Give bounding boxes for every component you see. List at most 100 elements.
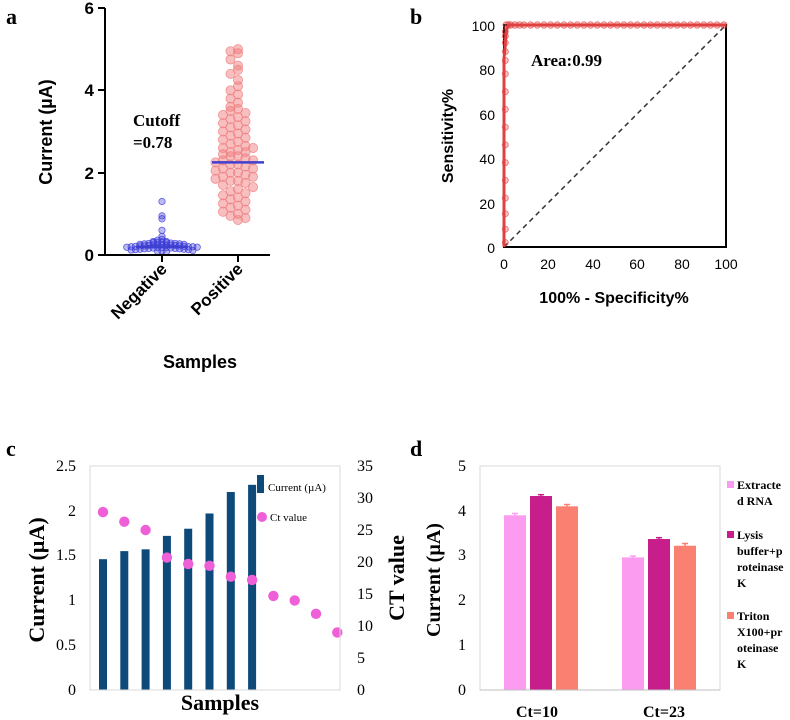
panel-c-ct-point: [183, 558, 194, 570]
panel-b-xtick-label: 60: [629, 256, 645, 272]
legend-line: K: [737, 657, 747, 671]
panel-c-legend-current-swatch: [257, 475, 264, 493]
panel-a-ytick-label: 4: [85, 81, 95, 100]
panel-c-legend-ct-swatch: [257, 512, 267, 522]
panel-b-roc-curve: [502, 23, 726, 247]
panel-c-y2-label: CT value: [384, 535, 409, 621]
legend-line: d RNA: [737, 494, 773, 508]
panel-c-ct-point: [161, 552, 173, 563]
legend-line: roteinase: [737, 560, 784, 574]
panel-a-point-positive: [210, 173, 221, 184]
panel-a-point-negative: [189, 246, 197, 255]
panel-c-ct-point: [268, 590, 279, 602]
panel-c-ytick-label: 2: [68, 503, 76, 520]
panel-c-ct-point: [204, 560, 215, 572]
panel-a-point-positive: [217, 180, 228, 191]
panel-c-ytick-label: 0: [68, 682, 76, 699]
panel-c-y2tick-label: 35: [357, 458, 373, 475]
legend-line: X100+pr: [737, 625, 783, 639]
panel-d-xtick-ct10: Ct=10: [516, 704, 558, 720]
panel-c-legend-current-label: Current (µA): [268, 482, 326, 494]
panel-a-y-ticks: 0 2 4 6: [85, 0, 105, 265]
panel-a-point-positive: [232, 48, 243, 59]
panel-d-bar: [556, 506, 578, 690]
panel-d-xtick-ct23: Ct=23: [643, 704, 685, 720]
panel-a-cutoff-value: =0.78: [133, 133, 172, 152]
panel-d-ytick-label: 1: [458, 637, 466, 654]
panel-c-y2-ticks: 0 5 10 15 20 25 30 35: [357, 458, 373, 699]
panel-c-current-bar: [99, 559, 107, 690]
panel-c-chart: 0 0.5 1 1.5 2 2.5 0 5 10 15 20 25 30 35 …: [24, 458, 409, 715]
panel-b-reference-diagonal: [503, 24, 727, 248]
panel-d-bar: [622, 557, 644, 690]
panel-d-bar: [648, 539, 670, 690]
panel-b-y-label: Sensitivity%: [440, 89, 457, 183]
panel-d-legend-extracted-rna: Extracte d RNA: [737, 478, 784, 508]
panel-a-point-negative: [158, 215, 166, 223]
panel-c-y2tick-label: 5: [357, 650, 365, 667]
panel-c-y2tick-label: 30: [357, 490, 373, 507]
panel-d-legend-swatch-lysis-buffer: [727, 531, 734, 538]
legend-line: oteinase: [737, 641, 779, 655]
legend-line: Triton: [737, 609, 770, 623]
panel-a-cutoff-label: Cutoff: [133, 111, 181, 130]
panel-c-ct-point: [289, 595, 300, 606]
panel-d-bar: [674, 545, 696, 690]
panel-c-ct-point: [97, 506, 109, 518]
panel-c-ytick-label: 1.5: [56, 547, 76, 564]
panel-a-points: [123, 44, 264, 256]
panel-label-d: d: [410, 436, 422, 461]
panel-b-ytick-label: 20: [479, 196, 495, 212]
panel-b-ytick-label: 0: [487, 240, 495, 256]
panel-b-chart: 0 20 40 60 80 100 0 20 40 60 80 100 100%…: [440, 18, 738, 307]
panel-a-point-negative: [158, 226, 166, 234]
panel-a-ytick-label: 6: [85, 0, 94, 18]
panel-b-xtick-label: 100: [714, 256, 738, 272]
panel-c-current-bar: [205, 513, 214, 690]
panel-c-ct-point: [332, 627, 343, 638]
panel-b-area-annotation: Area:0.99: [531, 51, 602, 70]
panel-b-ytick-label: 100: [472, 18, 496, 34]
panel-c-y-label: Current (µA): [24, 517, 49, 642]
panel-a-ytick-label: 0: [85, 246, 94, 265]
panel-a-xtick-positive: Positive: [187, 259, 247, 319]
legend-line: buffer+p: [737, 544, 783, 558]
panel-d-legend-lysis-buffer: Lysis buffer+p roteinase K: [737, 528, 786, 590]
legend-line: Lysis: [737, 528, 763, 542]
legend-line: Extracte: [737, 478, 782, 492]
panel-b-xtick-label: 20: [540, 256, 556, 272]
panel-c-current-bar: [248, 484, 257, 690]
panel-label-c: c: [6, 436, 16, 461]
panel-d-chart: 0 1 2 3 4 5 Ct=10 Ct=23 Current (µA) Ext…: [423, 458, 786, 720]
panel-c-y-ticks: 0 0.5 1 1.5 2 2.5: [56, 458, 76, 699]
panel-d-ytick-label: 2: [458, 592, 466, 609]
panel-c-ytick-label: 2.5: [56, 458, 76, 475]
panel-c-current-bar: [184, 528, 193, 690]
panel-a-point-positive: [225, 210, 236, 221]
panel-c-current-bar: [226, 491, 235, 690]
panel-d-ytick-label: 0: [458, 682, 466, 699]
panel-a-point-positive: [247, 182, 258, 193]
panel-d-ytick-label: 4: [458, 503, 466, 520]
panel-a-point-positive: [240, 177, 251, 188]
panel-a-xtick-negative: Negative: [107, 259, 171, 323]
panel-c-current-bar: [141, 549, 150, 690]
panel-c-ct-point: [225, 571, 236, 582]
panel-d-y-ticks: 0 1 2 3 4 5: [458, 458, 466, 699]
panel-c-ct-point: [119, 516, 130, 527]
panel-d-ytick-label: 5: [458, 458, 466, 475]
panel-c-ct-point: [140, 524, 151, 536]
panel-b-ytick-label: 80: [479, 62, 495, 78]
panel-a-point-positive: [232, 64, 243, 75]
panel-c-y2tick-label: 10: [357, 618, 373, 635]
panel-c-y2tick-label: 0: [357, 682, 365, 699]
panel-c-y2tick-label: 15: [357, 586, 373, 603]
panel-a-ytick-label: 2: [85, 164, 94, 183]
panel-a-point-positive: [225, 68, 236, 79]
panel-d-legend-swatch-triton: [727, 612, 734, 619]
panel-a-point-positive: [217, 206, 228, 217]
panel-c-plot-frame: [89, 465, 341, 691]
panel-c-ytick-label: 0.5: [56, 637, 76, 654]
panel-b-ytick-label: 60: [479, 107, 495, 123]
